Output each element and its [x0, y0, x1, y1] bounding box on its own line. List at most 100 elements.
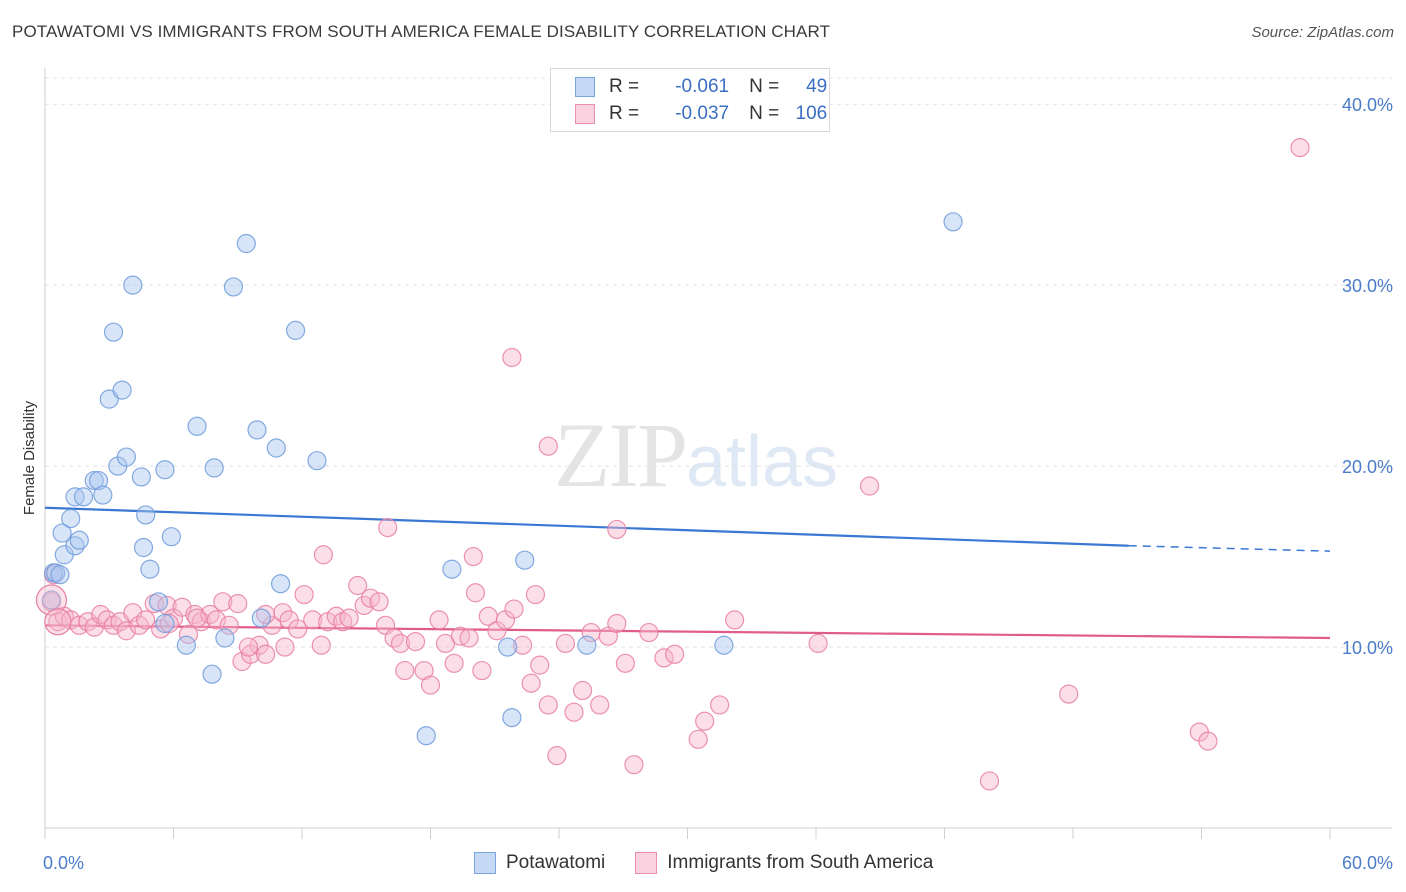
south-america-point — [725, 610, 745, 630]
south-america-point — [159, 613, 179, 634]
potawatomi-point — [84, 470, 104, 491]
south-america-point — [1290, 138, 1310, 158]
legend-swatch-south-america — [575, 104, 595, 124]
south-america-point — [555, 633, 576, 654]
chart-title: POTAWATOMI VS IMMIGRANTS FROM SOUTH AMER… — [12, 22, 831, 41]
legend-r-value: -0.061 — [675, 76, 730, 97]
potawatomi-point — [69, 530, 89, 550]
bottom-legend-swatch-south-america — [635, 852, 658, 874]
potawatomi-point — [116, 447, 136, 467]
potawatomi-point — [133, 537, 154, 558]
south-america-point — [206, 610, 226, 630]
south-america-point — [369, 592, 389, 612]
south-america-point — [572, 680, 593, 701]
watermark-zip: ZIP — [554, 404, 688, 506]
south-america-point — [303, 610, 323, 630]
south-america-point — [463, 546, 483, 567]
potawatomi-point — [502, 708, 522, 728]
trend-lines — [44, 506, 1331, 640]
legend-n-label: N = — [749, 103, 780, 124]
potawatomi-point — [307, 451, 327, 471]
y-axis-label: Female Disability — [21, 400, 38, 515]
potawatomi-point — [148, 592, 169, 612]
potawatomi-point — [270, 574, 291, 594]
potawatomi-point — [204, 458, 224, 478]
legend-row-south-america: R = -0.037 N = 106 — [575, 102, 827, 126]
south-america-point — [472, 660, 492, 681]
legend-n-label: N = — [749, 76, 780, 97]
south-america-point — [187, 608, 207, 628]
south-america-point — [639, 622, 659, 643]
south-america-point — [502, 347, 522, 368]
chart-source: Source: ZipAtlas.com — [1251, 24, 1394, 41]
south-america-point — [390, 633, 411, 654]
potawatomi-point — [176, 635, 196, 655]
potawatomi-point — [155, 460, 175, 480]
south-america-point — [547, 746, 567, 766]
south-america-point — [103, 615, 124, 635]
south-america-point — [339, 608, 359, 628]
potawatomi-point — [215, 628, 235, 648]
legend-n-value: 49 — [806, 76, 828, 97]
south-america-point — [710, 695, 730, 715]
south-america-point — [654, 648, 674, 668]
y-tick-label: 10.0% — [1342, 638, 1393, 658]
y-tick-label: 30.0% — [1342, 276, 1393, 296]
potawatomi-point — [498, 637, 518, 657]
south-america-point — [538, 695, 558, 715]
south-america-point — [1059, 684, 1079, 704]
south-america-point — [607, 613, 627, 634]
south-america-point — [348, 575, 368, 596]
data-points — [35, 138, 1310, 791]
south-america-point — [624, 755, 644, 775]
legend: R = -0.061 N = 49 R = -0.037 N = 106 — [550, 68, 830, 132]
south-america-point — [695, 711, 715, 731]
south-america-point — [405, 632, 426, 652]
south-america-point — [420, 675, 441, 695]
potawatomi-point — [202, 664, 222, 684]
potawatomi-trend-extension — [1128, 544, 1331, 552]
south-america-point — [255, 644, 276, 664]
south-america-point — [979, 771, 1000, 791]
potawatomi-point — [136, 505, 156, 525]
south-america-point — [525, 584, 546, 605]
potawatomi-point — [714, 635, 734, 655]
grid-lines — [45, 77, 1392, 648]
potawatomi-point — [112, 380, 132, 400]
legend-n-value: 106 — [795, 103, 828, 124]
south-america-point — [607, 519, 627, 540]
potawatomi-point — [131, 467, 151, 487]
legend-r-label: R = — [609, 76, 640, 97]
x-tick-label: 0.0% — [43, 853, 84, 873]
south-america-point — [238, 637, 259, 657]
south-america-point — [615, 653, 635, 673]
south-america-point — [504, 599, 524, 619]
potawatomi-trend-line — [44, 506, 1129, 547]
south-america-point — [228, 594, 248, 614]
south-america-point — [512, 635, 533, 655]
south-america-point — [275, 637, 295, 657]
south-america-point — [116, 621, 136, 641]
potawatomi-point — [41, 590, 62, 610]
south-america-point — [354, 595, 374, 616]
south-america-cluster-point — [44, 608, 72, 636]
potawatomi-point — [416, 726, 436, 746]
south-america-point — [688, 729, 708, 749]
south-america-point — [429, 610, 449, 630]
potawatomi-point — [285, 320, 306, 340]
potawatomi-point — [103, 322, 124, 342]
x-tick-label: 60.0% — [1342, 853, 1393, 873]
south-america-point — [590, 695, 610, 715]
south-america-point — [273, 603, 293, 623]
potawatomi-point — [247, 420, 267, 440]
bottom-legend-label-south-america: Immigrants from South America — [667, 852, 934, 873]
south-america-point — [262, 615, 282, 635]
bottom-legend: Potawatomi Immigrants from South America — [474, 852, 963, 874]
south-america-point — [665, 644, 685, 664]
south-america-point — [530, 655, 550, 675]
south-america-point — [564, 702, 584, 722]
south-america-point — [859, 476, 880, 496]
y-tick-label: 40.0% — [1342, 95, 1393, 115]
south-america-point — [378, 518, 398, 538]
tick-labels: 10.0% 20.0% 30.0% 40.0% 0.0% 60.0% — [43, 95, 1393, 873]
